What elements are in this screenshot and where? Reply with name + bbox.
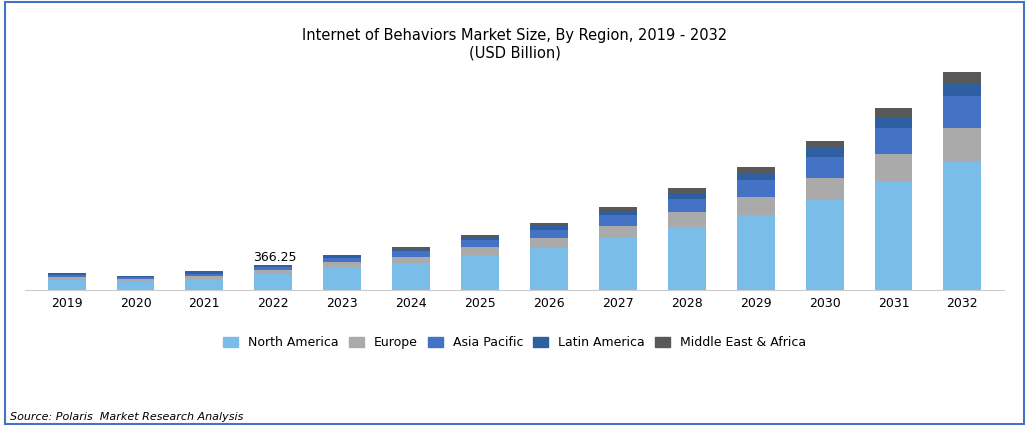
Bar	[392, 247, 430, 249]
Bar	[392, 257, 430, 263]
Bar	[254, 267, 292, 271]
Bar	[530, 226, 568, 230]
Bar	[461, 237, 499, 240]
Bar	[254, 274, 292, 290]
Bar	[185, 276, 223, 279]
Bar	[737, 167, 775, 173]
Bar	[185, 272, 223, 273]
Bar	[875, 154, 913, 182]
Bar	[737, 197, 775, 215]
Bar	[737, 215, 775, 290]
Bar	[185, 271, 223, 272]
Bar	[185, 279, 223, 290]
Bar	[668, 213, 706, 227]
Bar	[461, 235, 499, 237]
Bar	[875, 117, 913, 128]
Title: Internet of Behaviors Market Size, By Region, 2019 - 2032
(USD Billion): Internet of Behaviors Market Size, By Re…	[301, 28, 728, 60]
Bar	[392, 251, 430, 257]
Bar	[47, 280, 85, 290]
Bar	[806, 148, 844, 157]
Bar	[116, 276, 154, 277]
Bar	[806, 141, 844, 148]
Bar	[530, 239, 568, 248]
Bar	[254, 266, 292, 267]
Bar	[599, 207, 637, 211]
Bar	[875, 182, 913, 290]
Bar	[47, 275, 85, 277]
Bar	[944, 128, 982, 162]
Bar	[47, 277, 85, 280]
Bar	[599, 226, 637, 238]
Bar	[668, 188, 706, 193]
Bar	[530, 248, 568, 290]
Bar	[944, 96, 982, 128]
Bar	[668, 227, 706, 290]
Bar	[599, 238, 637, 290]
Text: Source: Polaris  Market Research Analysis: Source: Polaris Market Research Analysis	[10, 412, 244, 422]
Bar	[116, 277, 154, 279]
Bar	[392, 249, 430, 251]
Bar	[668, 193, 706, 199]
Bar	[944, 162, 982, 290]
Bar	[599, 211, 637, 216]
Bar	[392, 263, 430, 290]
Bar	[806, 178, 844, 200]
Bar	[254, 271, 292, 274]
Bar	[599, 216, 637, 226]
Bar	[47, 273, 85, 275]
Bar	[116, 282, 154, 290]
Bar	[323, 267, 361, 290]
Bar	[875, 128, 913, 154]
Bar	[806, 200, 844, 290]
Bar	[323, 256, 361, 258]
Bar	[944, 83, 982, 96]
Bar	[323, 255, 361, 256]
Bar	[944, 72, 982, 83]
Bar	[323, 258, 361, 262]
Bar	[461, 247, 499, 255]
Bar	[323, 262, 361, 267]
Bar	[461, 240, 499, 247]
Bar	[530, 230, 568, 239]
Bar	[737, 180, 775, 197]
Bar	[668, 199, 706, 213]
Text: 366.25: 366.25	[253, 251, 296, 264]
Bar	[806, 157, 844, 178]
Bar	[185, 273, 223, 276]
Bar	[530, 223, 568, 226]
Bar	[116, 279, 154, 282]
Bar	[875, 108, 913, 117]
Bar	[737, 173, 775, 180]
Legend: North America, Europe, Asia Pacific, Latin America, Middle East & Africa: North America, Europe, Asia Pacific, Lat…	[223, 336, 806, 349]
Bar	[461, 255, 499, 290]
Bar	[254, 265, 292, 266]
